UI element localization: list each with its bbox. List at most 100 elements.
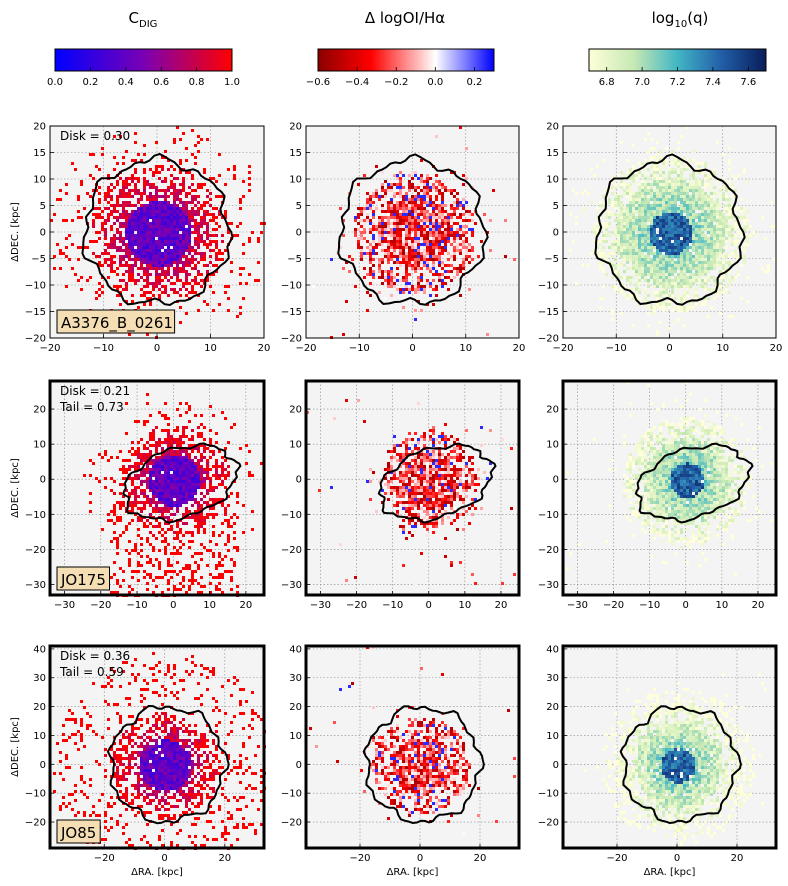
y-tick-label: 40 — [33, 644, 46, 655]
y-tick-label: 0 — [296, 228, 302, 239]
y-tick-label: −10 — [538, 510, 559, 521]
panel-frame — [561, 644, 778, 850]
y-tick-label: 15 — [289, 148, 302, 159]
panel-JO175-col3: −30 −20 −10 0 10 20 −30 −20 −10 0 10 20 — [538, 379, 778, 611]
y-tick-label: −10 — [538, 789, 559, 800]
x-axis-label: ΔRA. [kpc] — [131, 867, 183, 878]
colorbar-tick-label: −0.4 — [345, 77, 369, 88]
x-tick-label: 0 — [666, 343, 672, 354]
annotation-text: Disk = 0.30 — [60, 129, 130, 143]
y-axis-label: ΔDEC. [kpc] — [10, 717, 21, 777]
colorbar-tick-label: 6.8 — [599, 77, 615, 88]
y-tick-label: 20 — [546, 122, 559, 133]
galaxy-name: JO85 — [60, 824, 96, 842]
x-tick-label: 0 — [161, 853, 167, 864]
y-tick-label: −10 — [281, 789, 302, 800]
x-tick-label: 10 — [204, 343, 217, 354]
x-tick-label: 20 — [513, 343, 526, 354]
x-tick-label: −10 — [349, 343, 370, 354]
disk-contour — [106, 704, 230, 825]
emission-map — [50, 126, 266, 339]
y-tick-label: −20 — [25, 545, 46, 556]
panel-A3376_B_0261-col2: −20 −10 0 10 20 −20 −15 −10 −5 0 5 10 15 20 — [281, 122, 525, 355]
panel-frame — [304, 644, 521, 850]
x-tick-label: −20 — [39, 343, 60, 354]
colorbar-tick-label: 7.2 — [670, 77, 686, 88]
annotation-text: Tail = 0.73 — [59, 400, 124, 414]
y-tick-label: 40 — [289, 644, 302, 655]
x-tick-label: −30 — [310, 600, 331, 611]
colorbar-tick-label: 0.4 — [118, 77, 134, 88]
x-tick-label: −20 — [606, 853, 627, 864]
y-tick-label: 5 — [40, 201, 46, 212]
disk-contour — [634, 442, 754, 524]
x-tick-label: −20 — [603, 600, 624, 611]
y-tick-label: −20 — [281, 818, 302, 829]
y-tick-label: −20 — [25, 334, 46, 345]
x-tick-label: 10 — [459, 343, 472, 354]
x-tick-label: −20 — [349, 853, 370, 864]
panel-frame — [561, 379, 778, 597]
x-tick-label: 0 — [426, 600, 432, 611]
y-tick-label: 10 — [546, 440, 559, 451]
x-tick-label: −10 — [382, 600, 403, 611]
x-tick-label: −20 — [552, 343, 573, 354]
panel-frame — [48, 379, 266, 597]
panel-frame — [48, 644, 266, 850]
x-tick-label: −10 — [93, 343, 114, 354]
colorbar-tick-label: 1.0 — [224, 77, 240, 88]
y-tick-label: 20 — [289, 405, 302, 416]
y-tick-label: −20 — [25, 818, 46, 829]
x-tick-label: 20 — [218, 853, 231, 864]
colorbar-tick-label: −0.2 — [384, 77, 408, 88]
disk-contour — [122, 442, 242, 524]
y-tick-label: 15 — [546, 148, 559, 159]
y-tick-label: −30 — [538, 580, 559, 591]
y-tick-label: −30 — [281, 580, 302, 591]
annotation-text: Disk = 0.21 — [60, 384, 130, 398]
y-tick-label: 10 — [289, 175, 302, 186]
y-tick-label: −15 — [25, 307, 46, 318]
y-tick-label: 0 — [296, 475, 302, 486]
y-tick-label: 30 — [289, 673, 302, 684]
colorbar-tick-label: 0.8 — [189, 77, 205, 88]
x-tick-label: 0 — [170, 600, 176, 611]
y-tick-label: 10 — [546, 731, 559, 742]
y-tick-label: 10 — [289, 731, 302, 742]
y-axis-label: ΔDEC. [kpc] — [10, 458, 21, 518]
y-tick-label: −5 — [31, 254, 46, 265]
y-tick-label: −10 — [25, 510, 46, 521]
y-tick-label: −10 — [281, 510, 302, 521]
colorbar-tick-label: 0.2 — [82, 77, 98, 88]
x-tick-label: 0 — [417, 853, 423, 864]
y-tick-label: −5 — [544, 254, 559, 265]
x-tick-label: 10 — [716, 343, 729, 354]
y-tick-label: −20 — [538, 545, 559, 556]
y-tick-label: 10 — [33, 440, 46, 451]
x-tick-label: 20 — [731, 853, 744, 864]
panel-JO175-col1: −30 −20 −10 0 10 20 −30 −20 −10 0 10 20 Disk = 0.21 T… — [10, 379, 266, 611]
disk-contour — [377, 442, 497, 524]
y-tick-label: 20 — [33, 702, 46, 713]
column-title-2: Δ logOI/Hα — [365, 9, 445, 27]
colorbar-tick-label: 7.0 — [634, 77, 650, 88]
y-tick-label: 0 — [296, 760, 302, 771]
colorbar-tick-label: 0.0 — [47, 77, 63, 88]
y-tick-label: 0 — [553, 475, 559, 486]
x-tick-label: −20 — [346, 600, 367, 611]
y-tick-label: −10 — [281, 281, 302, 292]
y-tick-label: 20 — [546, 702, 559, 713]
y-tick-label: 15 — [33, 148, 46, 159]
x-tick-label: 20 — [495, 600, 508, 611]
disk-contour — [81, 152, 234, 307]
colorbar-tick-label: 0.0 — [427, 77, 443, 88]
x-tick-label: 0 — [683, 600, 689, 611]
emission-map — [53, 652, 266, 850]
panel-A3376_B_0261-col1: −20 −10 0 10 20 −20 −15 −10 −5 0 5 10 15 20 Disk = 0.3… — [10, 122, 270, 355]
annotation-text: Tail = 0.59 — [59, 665, 124, 679]
galaxy-label-box — [56, 566, 110, 591]
x-tick-label: 0 — [154, 343, 160, 354]
colorbar-1 — [54, 48, 233, 72]
panel-JO85-col2: −20 0 20 −20 −10 0 10 20 30 40 ΔRA. [kpc] — [281, 644, 521, 878]
